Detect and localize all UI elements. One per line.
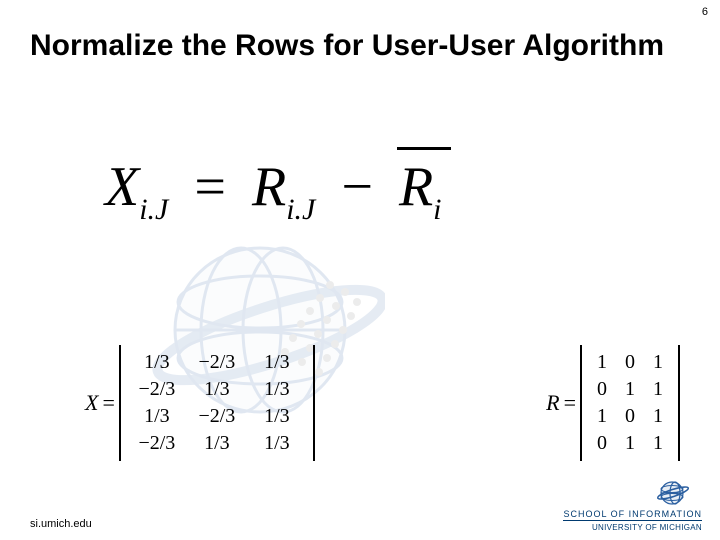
footer-brand: SCHOOL OF INFORMATION UNIVERSITY OF MICH…	[563, 504, 702, 532]
matrix-X-eq: =	[102, 390, 118, 416]
formula-sub-iJ-2: i.J	[286, 193, 315, 226]
footer-brand-line1: SCHOOL OF INFORMATION	[563, 509, 702, 521]
table-row: 101	[588, 349, 672, 376]
table-row: −2/31/31/3	[127, 430, 307, 457]
matrices-row: X = 1/3−2/31/3 −2/31/31/3 1/3−2/31/3 −2/…	[85, 345, 680, 461]
table-row: −2/31/31/3	[127, 376, 307, 403]
formula-minus: −	[329, 156, 385, 218]
footer-url: si.umich.edu	[30, 518, 92, 530]
table-row: 1/3−2/31/3	[127, 403, 307, 430]
matrix-X: 1/3−2/31/3 −2/31/31/3 1/3−2/31/3 −2/31/3…	[119, 345, 315, 461]
footer-brand-line2: UNIVERSITY OF MICHIGAN	[563, 523, 702, 532]
table-row: 1/3−2/31/3	[127, 349, 307, 376]
formula-sub-iJ-1: i.J	[139, 193, 168, 226]
formula-X: X	[105, 156, 139, 218]
formula-R: R	[252, 156, 286, 218]
matrix-X-block: X = 1/3−2/31/3 −2/31/31/3 1/3−2/31/3 −2/…	[85, 345, 315, 461]
page-title: Normalize the Rows for User-User Algorit…	[30, 28, 690, 64]
matrix-R-lhs: R	[546, 390, 563, 416]
matrix-R-block: R = 101 011 101 011	[546, 345, 680, 461]
matrix-X-lhs: X	[85, 390, 102, 416]
formula-R-bar: R	[399, 155, 433, 219]
table-row: 101	[588, 403, 672, 430]
matrix-R-eq: =	[564, 390, 580, 416]
main-formula: Xi.J = Ri.J − Ri	[105, 155, 442, 227]
formula-equals: =	[182, 156, 238, 218]
table-row: 011	[588, 430, 672, 457]
table-row: 011	[588, 376, 672, 403]
formula-sub-i: i	[433, 193, 441, 226]
matrix-R: 101 011 101 011	[580, 345, 680, 461]
page-number: 6	[702, 6, 708, 18]
